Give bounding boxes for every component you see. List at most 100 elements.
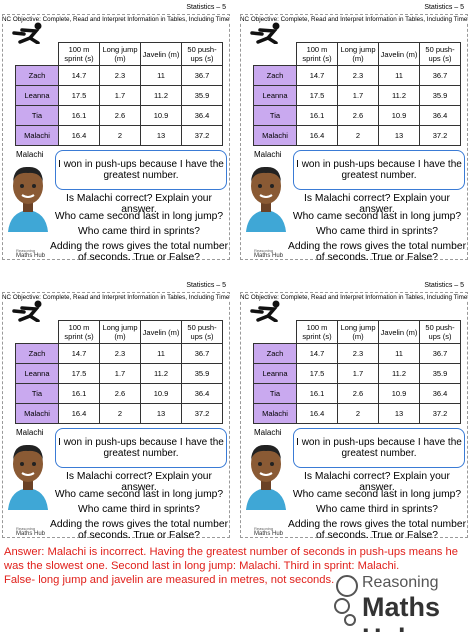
avatar (8, 444, 48, 510)
corner-cell (16, 321, 59, 344)
column-header: 50 push-ups (s) (419, 320, 461, 344)
question: Who came second last in long jump? (292, 211, 462, 222)
row-name: Malachi (253, 125, 297, 146)
column-header: Long jump (m) (337, 320, 379, 344)
table-cell: 13 (378, 403, 420, 424)
table-cell: 16.4 (58, 125, 100, 146)
table-cell: 35.9 (419, 85, 461, 106)
table-cell: 13 (378, 125, 420, 146)
table-cell: 1.7 (99, 85, 141, 106)
table-cell: 17.5 (58, 85, 100, 106)
table-cell: 16.1 (58, 105, 100, 126)
table-cell: 1.7 (99, 363, 141, 384)
table-cell: 11 (140, 343, 182, 364)
question: Who came third in sprints? (316, 504, 438, 515)
logo-top: Reasoning (254, 248, 274, 253)
column-header: 100 m sprint (s) (58, 42, 100, 66)
worksheet-card: Statistics – 5 NC Objective: Complete, Re… (238, 0, 470, 263)
objective: NC Objective: Complete, Read and Interpr… (240, 294, 468, 301)
table-cell: 14.7 (58, 343, 100, 364)
speaker-name: Malachi (254, 150, 282, 159)
table-cell: 16.1 (296, 383, 338, 404)
question: Is Malachi correct? Explain your answer. (304, 193, 450, 215)
avatar (246, 444, 286, 510)
table-cell: 2 (99, 403, 141, 424)
logo-bottom: Maths Hub (254, 531, 284, 537)
column-header: 100 m sprint (s) (58, 320, 100, 344)
runner-icon (250, 22, 280, 44)
header: Statistics – 5 (424, 4, 464, 11)
objective: NC Objective: Complete, Read and Interpr… (2, 16, 230, 23)
row-name: Leanna (15, 85, 59, 106)
speech-bubble: I won in push-ups because I have the gre… (55, 150, 227, 190)
table-cell: 36.7 (181, 65, 223, 86)
card-frame (240, 292, 468, 538)
question: Adding the rows gives the total number o… (288, 519, 467, 541)
table-row: Zach 14.7 2.3 11 36.7 (15, 65, 223, 86)
corner-cell (254, 321, 297, 344)
table-cell: 2.6 (337, 105, 379, 126)
answer: Answer: Malachi is incorrect. Having the… (4, 545, 472, 587)
logo-top: Reasoning (16, 248, 36, 253)
table-cell: 16.4 (296, 125, 338, 146)
column-header: Javelin (m) (140, 320, 182, 344)
row-name: Tia (253, 383, 297, 404)
table-row: Leanna 17.5 1.7 11.2 35.9 (15, 363, 223, 384)
table-cell: 11.2 (140, 85, 182, 106)
card-frame (2, 292, 230, 538)
table-cell: 14.7 (296, 65, 338, 86)
table-row: Zach 14.7 2.3 11 36.7 (253, 343, 461, 364)
table-cell: 36.7 (419, 65, 461, 86)
speech-bubble: I won in push-ups because I have the gre… (55, 428, 227, 468)
table-cell: 2.6 (99, 105, 141, 126)
table-cell: 14.7 (296, 343, 338, 364)
row-name: Zach (15, 343, 59, 364)
row-name: Leanna (253, 85, 297, 106)
question: Who came second last in long jump? (54, 211, 224, 222)
table-cell: 16.1 (296, 105, 338, 126)
table-cell: 36.4 (419, 383, 461, 404)
row-name: Malachi (15, 403, 59, 424)
table-header-row: 100 m sprint (s) Long jump (m) Javelin (m)… (254, 320, 461, 344)
card-frame (240, 14, 468, 260)
avatar (8, 166, 48, 232)
table-cell: 10.9 (378, 105, 420, 126)
row-name: Tia (15, 105, 59, 126)
runner-icon (12, 300, 42, 322)
table-cell: 2.6 (99, 383, 141, 404)
column-header: Javelin (m) (140, 42, 182, 66)
brand-bottom: Maths Hub (362, 592, 441, 632)
table-cell: 10.9 (140, 105, 182, 126)
table-row: Leanna 17.5 1.7 11.2 35.9 (253, 363, 461, 384)
header: Statistics – 5 (424, 282, 464, 289)
table-cell: 16.4 (296, 403, 338, 424)
table-cell: 16.4 (58, 403, 100, 424)
question: Adding the rows gives the total number o… (50, 519, 229, 541)
table-cell: 36.4 (181, 105, 223, 126)
corner-cell (254, 43, 297, 66)
table-row: Tia 16.1 2.6 10.9 36.4 (253, 105, 461, 126)
corner-cell (16, 43, 59, 66)
question: Adding the rows gives the total number o… (50, 241, 229, 263)
brand-icon (334, 575, 358, 626)
row-name: Leanna (253, 363, 297, 384)
table-row: Zach 14.7 2.3 11 36.7 (15, 343, 223, 364)
row-name: Malachi (15, 125, 59, 146)
table-row: Malachi 16.4 2 13 37.2 (253, 403, 461, 424)
table-row: Tia 16.1 2.6 10.9 36.4 (253, 383, 461, 404)
table-cell: 35.9 (181, 85, 223, 106)
brand-top: Reasoning (362, 574, 439, 591)
row-name: Zach (15, 65, 59, 86)
avatar (246, 166, 286, 232)
card-frame (2, 14, 230, 260)
table-row: Tia 16.1 2.6 10.9 36.4 (15, 383, 223, 404)
runner-icon (250, 300, 280, 322)
header: Statistics – 5 (186, 282, 226, 289)
table-header-row: 100 m sprint (s) Long jump (m) Javelin (m)… (254, 42, 461, 66)
table-cell: 14.7 (58, 65, 100, 86)
data-table: 100 m sprint (s) Long jump (m) Javelin (m)… (253, 42, 461, 146)
speaker-name: Malachi (254, 428, 282, 437)
worksheet-card: Statistics – 5 NC Objective: Complete, Re… (0, 278, 232, 541)
column-header: 50 push-ups (s) (181, 42, 223, 66)
